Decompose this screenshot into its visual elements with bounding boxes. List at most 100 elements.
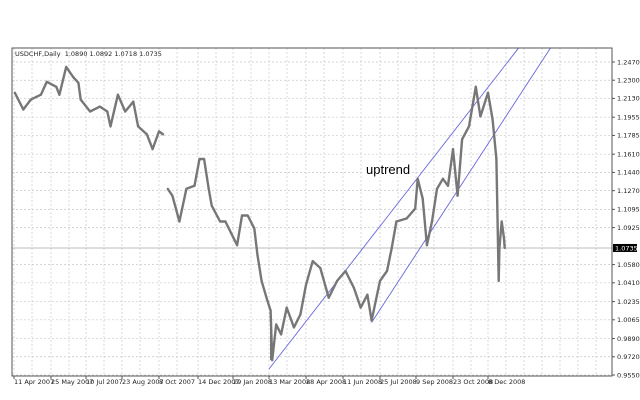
price-point <box>253 227 256 230</box>
price-point <box>344 269 347 273</box>
price-point <box>370 319 373 322</box>
price-point <box>474 85 477 88</box>
price-point <box>157 130 161 133</box>
chart-header: USDCHF,Daily 1.0890 1.0892 1.0718 1.0735 <box>15 50 162 58</box>
price-point <box>430 220 434 223</box>
price-point <box>292 326 296 329</box>
price-point <box>58 93 61 96</box>
price-point <box>416 177 419 180</box>
y-axis: 1.2470 1.2300 1.2130 1.1955 1.1785 1.1610 1.14… <box>612 58 640 379</box>
price-point <box>171 194 174 197</box>
y-tick-label: 1.1440 <box>617 169 640 177</box>
price-point <box>240 214 244 217</box>
price-point <box>256 254 259 257</box>
price-point <box>319 266 322 270</box>
y-tick-label: 1.1095 <box>617 206 640 214</box>
price-line <box>13 65 164 151</box>
x-tick-label: 23 Oct 2008 <box>453 378 493 386</box>
price-point <box>359 306 362 309</box>
price-point <box>421 197 424 200</box>
price-point <box>491 118 494 121</box>
price-point <box>279 333 283 336</box>
price-point <box>500 220 503 223</box>
price-point <box>260 279 263 282</box>
price-point <box>106 110 109 113</box>
price-point <box>79 98 82 101</box>
price-point <box>414 207 417 210</box>
price-point <box>299 313 302 316</box>
x-tick-label: 8 Dec 2008 <box>488 378 525 386</box>
price-point <box>202 157 206 161</box>
price-point <box>166 187 169 190</box>
trend-channel[interactable] <box>268 47 551 370</box>
uptrend-annotation[interactable]: uptrend <box>364 162 413 177</box>
price-point <box>451 148 455 151</box>
price-point <box>366 293 369 296</box>
price-point <box>327 296 330 299</box>
x-tick-label: 10 Jul 2007 <box>86 378 123 386</box>
price-point <box>218 220 222 223</box>
price-point <box>285 306 288 309</box>
price-point <box>265 296 268 299</box>
channel-line[interactable] <box>371 47 551 323</box>
y-tick-label: 1.2470 <box>617 58 640 66</box>
price-point <box>385 269 389 273</box>
price-point <box>207 187 210 190</box>
price-series <box>13 65 506 362</box>
price-point <box>77 81 80 84</box>
price-point <box>405 217 408 220</box>
price-point <box>88 110 92 113</box>
price-point <box>435 187 439 190</box>
current-price-line: 1.0735 <box>12 243 638 252</box>
price-point <box>224 220 227 223</box>
price-point <box>55 85 58 88</box>
y-tick-label: 1.2130 <box>617 95 640 103</box>
price-point <box>13 91 16 94</box>
price-point <box>136 125 140 128</box>
x-tick-label: 14 Dec 2007 <box>198 378 240 386</box>
price-point <box>271 359 274 362</box>
price-point <box>495 157 498 161</box>
y-tick-label: 1.1610 <box>617 150 640 158</box>
x-tick-label: 11 Jun 2008 <box>343 378 382 386</box>
price-point <box>235 244 239 247</box>
price-point <box>116 93 120 96</box>
x-tick-label: 8 Oct 2007 <box>159 378 195 386</box>
price-point <box>275 323 278 326</box>
y-tick-label: 1.1785 <box>617 132 640 140</box>
price-point <box>109 125 112 128</box>
price-point <box>65 65 68 69</box>
price-point <box>456 194 459 197</box>
price-point <box>178 220 181 223</box>
price-point <box>497 279 500 282</box>
price-point <box>378 279 382 282</box>
price-point <box>446 184 450 187</box>
y-tick-label: 1.0410 <box>617 279 640 287</box>
channel-line[interactable] <box>268 47 519 370</box>
price-point <box>210 204 213 207</box>
price-point <box>185 187 188 190</box>
price-point <box>441 177 445 180</box>
price-point <box>479 115 482 118</box>
symbol-label: USDCHF,Daily <box>15 50 61 58</box>
y-tick-label: 0.9890 <box>617 335 640 343</box>
price-point <box>425 244 429 247</box>
price-point <box>124 110 127 113</box>
price-point <box>311 259 314 263</box>
price-point <box>395 220 398 223</box>
price-point <box>45 80 48 83</box>
price-point <box>498 247 501 250</box>
x-tick-label: 25 Jul 2008 <box>380 378 417 386</box>
y-tick-label: 1.0065 <box>617 316 640 324</box>
y-tick-label: 1.1270 <box>617 187 640 195</box>
y-tick-label: 1.1955 <box>617 114 640 122</box>
price-point <box>145 133 149 136</box>
price-point <box>503 246 506 250</box>
ohlc-values: 1.0890 1.0892 1.0718 1.0735 <box>64 50 162 58</box>
price-line <box>166 85 506 362</box>
price-point <box>193 184 196 187</box>
y-tick-label: 1.0580 <box>617 261 640 269</box>
current-price-label: 1.0735 <box>615 244 638 252</box>
